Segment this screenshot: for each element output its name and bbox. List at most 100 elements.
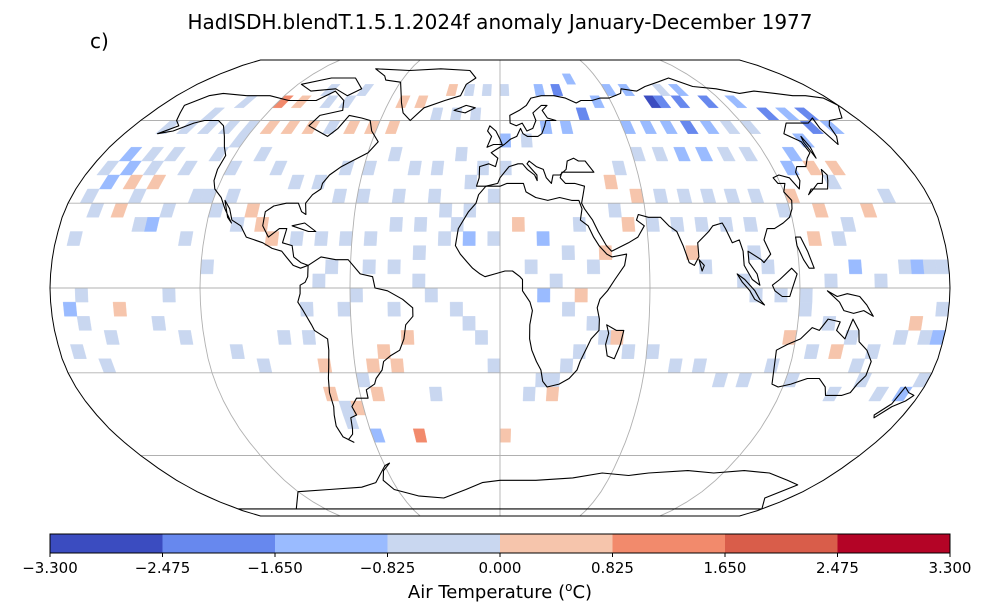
colorbar-tick-label: −0.825 [359, 559, 416, 577]
anomaly-cell [481, 84, 492, 96]
anomaly-cell [522, 386, 536, 402]
anomaly-cell [799, 287, 813, 303]
anomaly-cell [62, 301, 78, 317]
anomaly-cell [550, 84, 564, 96]
anomaly-cell [781, 147, 803, 162]
anomaly-cell [511, 217, 525, 232]
coastline [486, 125, 503, 148]
anomaly-cell [667, 84, 690, 96]
colorbar-tick-label: −1.650 [247, 559, 303, 577]
anomaly-cell [603, 174, 619, 190]
coastline [698, 259, 705, 272]
anomaly-cell [670, 95, 691, 108]
anomaly-cell [711, 372, 729, 388]
anomaly-cell [868, 386, 890, 402]
anomaly-cell [384, 120, 401, 134]
anomaly-cell [389, 217, 403, 232]
coastline [771, 318, 872, 396]
anomaly-cell [691, 358, 708, 373]
anomaly-cell [589, 95, 605, 108]
anomaly-cell [747, 245, 762, 260]
anomaly-cell [600, 84, 618, 96]
anomaly-cell [96, 160, 120, 176]
anomaly-cell [806, 231, 823, 246]
anomaly-cell [755, 107, 781, 121]
anomaly-cell [127, 188, 147, 204]
anomaly-cell [322, 120, 341, 134]
anomaly-cell [718, 217, 734, 232]
colorbar-label-sup: o [565, 580, 573, 594]
anomaly-cell [897, 259, 913, 275]
map-title: HadISDH.blendT.1.5.1.2024f anomaly Janua… [187, 10, 813, 34]
anomaly-cell [774, 107, 801, 121]
anomaly-cell [586, 259, 601, 275]
anomaly-cell [355, 84, 375, 96]
coastline [300, 77, 363, 97]
anomaly-cell [450, 217, 464, 232]
anomaly-cell [922, 259, 938, 275]
anomaly-cell [533, 84, 546, 96]
anomaly-grid [62, 73, 950, 443]
anomaly-cell [724, 95, 748, 108]
anomaly-cell [337, 301, 351, 317]
anomaly-cell [178, 231, 194, 246]
anomaly-cell [228, 133, 250, 148]
anomaly-cell [343, 120, 361, 134]
anomaly-cell [311, 174, 328, 190]
colorbar-segment [50, 534, 163, 553]
anomaly-cell [162, 287, 176, 303]
anomaly-cell [98, 358, 117, 373]
anomaly-cell [395, 95, 411, 108]
anomaly-cell [430, 160, 445, 176]
anomaly-cell [575, 107, 591, 121]
anomaly-cell [803, 344, 820, 359]
anomaly-cell [86, 203, 105, 218]
anomaly-cell [822, 174, 843, 190]
anomaly-cell [412, 245, 427, 260]
anomaly-cell [223, 160, 243, 176]
anomaly-cell [177, 160, 198, 176]
anomaly-cell [233, 95, 259, 108]
anomaly-cell [331, 188, 348, 204]
anomaly-cell [363, 231, 378, 246]
anomaly-cell [639, 120, 657, 134]
anomaly-cell [738, 147, 759, 162]
anomaly-cell [487, 231, 501, 246]
anomaly-cell [131, 217, 148, 232]
anomaly-cell [324, 259, 339, 275]
anomaly-cell [362, 259, 376, 275]
anomaly-cell [280, 120, 301, 134]
anomaly-cell [694, 147, 714, 162]
coastline [605, 324, 625, 360]
coastline [375, 68, 477, 122]
anomaly-cell [412, 273, 426, 289]
anomaly-cell [317, 358, 333, 373]
anomaly-cell [499, 84, 510, 96]
anomaly-cell [70, 344, 87, 359]
anomaly-cell [429, 386, 443, 402]
anomaly-cell [848, 259, 863, 275]
anomaly-cell [694, 217, 709, 232]
anomaly-cell [545, 386, 560, 402]
anomaly-cell [763, 358, 780, 373]
anomaly-cell [427, 188, 442, 204]
anomaly-cell [723, 188, 741, 204]
anomaly-cell [387, 147, 403, 162]
anomaly-cell [437, 231, 452, 246]
anomaly-cell [793, 107, 820, 121]
anomaly-cell [935, 259, 950, 275]
anomaly-cell [319, 95, 339, 108]
anomaly-cell [79, 188, 100, 204]
colorbar-tick-label: 0.000 [478, 559, 522, 577]
coastline [297, 256, 414, 443]
anomaly-cell [670, 217, 685, 232]
anomaly-cell [697, 95, 719, 108]
anomaly-cell [178, 330, 194, 345]
anomaly-cell [791, 133, 816, 148]
colorbar-segment [275, 534, 388, 553]
anomaly-cell [290, 95, 312, 108]
anomaly-cell [196, 120, 221, 134]
anomaly-cell [536, 231, 550, 246]
anomaly-cell [892, 330, 909, 345]
